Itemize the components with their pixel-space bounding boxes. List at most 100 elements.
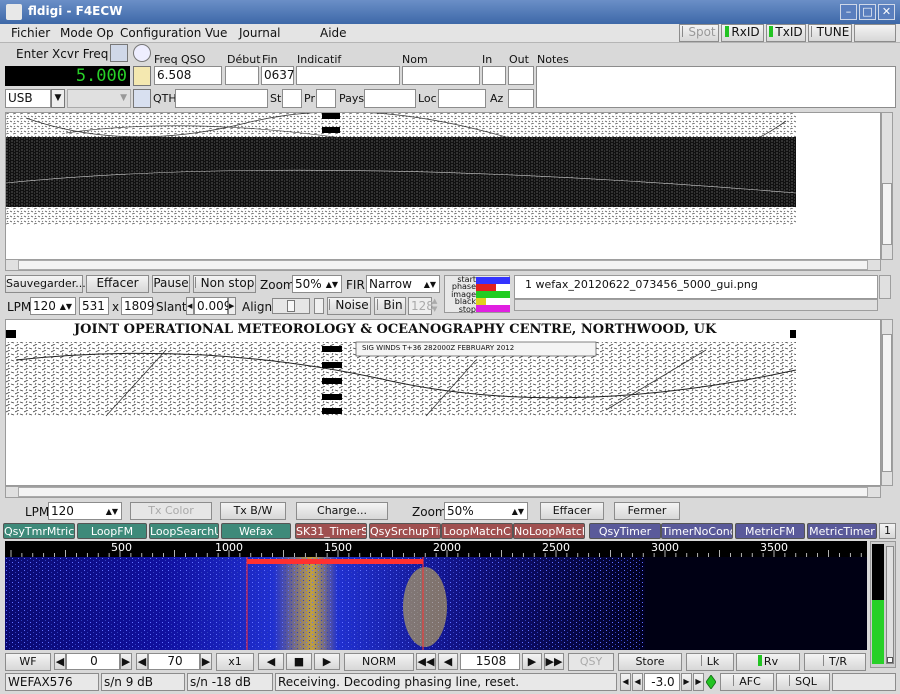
tune-toggle[interactable]: TUNE <box>808 24 852 42</box>
store-button[interactable]: Store <box>618 653 682 671</box>
range-decrease[interactable]: ◀ <box>136 653 148 670</box>
rst-out-field[interactable] <box>508 66 534 85</box>
spot-toggle[interactable]: Spot <box>679 24 719 42</box>
lock-toggle[interactable]: Lk <box>686 653 734 671</box>
status-mode[interactable]: WEFAX576 <box>5 673 99 691</box>
zoom-rate-button[interactable]: x1 <box>216 653 254 671</box>
save-button[interactable]: Sauvegarder... <box>5 275 86 293</box>
bin-threshold-field[interactable]: 128 <box>408 297 434 315</box>
start-field[interactable] <box>225 66 259 85</box>
tx-zoom-select[interactable]: 50% ▲▼ <box>444 502 528 520</box>
slant-increase[interactable]: ▶ <box>228 297 236 315</box>
macro-button-7[interactable]: LoopMatchC <box>441 523 513 539</box>
state-field[interactable] <box>282 89 302 108</box>
bandwidth-select[interactable]: ▼ <box>67 89 131 108</box>
wf-speed-button[interactable]: NORM <box>344 653 414 671</box>
broom-icon[interactable] <box>133 66 151 86</box>
call-field[interactable] <box>296 66 400 85</box>
menu-mode-op[interactable]: Mode Op <box>60 26 114 40</box>
rx-hscrollbar[interactable] <box>5 259 881 271</box>
name-field[interactable] <box>402 66 480 85</box>
mode-dropdown-arrow[interactable]: ▼ <box>51 89 65 108</box>
toolbar-blank-button[interactable] <box>854 24 896 42</box>
noise-toggle[interactable]: Noise <box>327 297 371 315</box>
wf-right-button[interactable]: ▶ <box>314 653 340 670</box>
slant-decrease[interactable]: ◀ <box>186 297 194 315</box>
menu-aide[interactable]: Aide <box>320 26 347 40</box>
offset-decrease[interactable]: ◀ <box>54 653 66 670</box>
macro-button-4[interactable]: Wefax <box>221 523 291 539</box>
macro-button-8[interactable]: NoLoopMatchC <box>513 523 585 539</box>
macro-button-6[interactable]: QsySrchupTim <box>369 523 441 539</box>
tx-bw-button[interactable]: Tx B/W <box>220 502 286 520</box>
qsy-button[interactable]: QSY <box>568 653 614 671</box>
waterfall-display[interactable] <box>5 557 867 650</box>
sq-fast-up[interactable]: ▶ <box>693 673 704 691</box>
squelch-slider[interactable] <box>886 546 894 664</box>
rxid-toggle[interactable]: RxID <box>721 24 764 42</box>
macro-button-12[interactable]: MetricTimer <box>807 523 877 539</box>
close-tx-button[interactable]: Fermer <box>614 502 680 520</box>
rst-in-field[interactable] <box>482 66 506 85</box>
freq-up[interactable]: ▶ <box>522 653 542 670</box>
qth-field[interactable] <box>175 89 268 108</box>
rx-vscrollbar[interactable] <box>881 112 893 260</box>
globe-icon[interactable] <box>133 44 151 62</box>
sq-fast-down[interactable]: ◀ <box>620 673 631 691</box>
file-list-scroll[interactable] <box>879 275 891 299</box>
bin-toggle[interactable]: Bin <box>374 297 406 315</box>
txid-toggle[interactable]: TxID <box>766 24 806 42</box>
tx-lpm-select[interactable]: 120 ▲▼ <box>48 502 122 520</box>
mode-select[interactable]: USB <box>5 89 51 108</box>
azimuth-field[interactable] <box>508 89 534 108</box>
tx-vscrollbar[interactable] <box>881 319 893 486</box>
macro-button-10[interactable]: TimerNoCondit <box>661 523 733 539</box>
pause-button[interactable]: Pause <box>152 275 190 293</box>
minimize-button[interactable]: – <box>840 4 857 20</box>
fir-select[interactable]: Narrow ▲▼ <box>366 275 440 293</box>
offset-field[interactable]: 0 <box>66 653 120 670</box>
range-increase[interactable]: ▶ <box>200 653 212 670</box>
afc-toggle[interactable]: AFC <box>720 673 774 691</box>
menu-journal[interactable]: Journal <box>239 26 281 40</box>
macro-button-3[interactable]: LoopSearchU <box>149 523 219 539</box>
log-icon[interactable] <box>133 89 151 108</box>
image-width-field[interactable]: 531 <box>79 297 109 315</box>
rx-file-name[interactable]: 1 wefax_20120622_073456_5000_gui.png <box>525 278 758 291</box>
bin-threshold-spinner[interactable]: ▲ ▼ <box>432 297 438 313</box>
rx-file-list[interactable]: 1 wefax_20120622_073456_5000_gui.png <box>514 275 878 299</box>
image-height-field[interactable]: 1809 <box>121 297 155 315</box>
freq-qso-field[interactable]: 6.508 <box>154 66 222 85</box>
carrier-freq-field[interactable]: 1508 <box>460 653 520 670</box>
nonstop-toggle[interactable]: Non stop <box>193 275 256 293</box>
tx-hscrollbar[interactable] <box>5 486 881 498</box>
sq-up[interactable]: ▶ <box>681 673 692 691</box>
zoom-select[interactable]: 50% ▲▼ <box>292 275 342 293</box>
end-field[interactable]: 0637 <box>261 66 295 85</box>
freq-fast-down[interactable]: ◀◀ <box>416 653 436 670</box>
macro-button-2[interactable]: LoopFM <box>77 523 147 539</box>
clear-rx-button[interactable]: Effacer <box>86 275 149 293</box>
reverse-toggle[interactable]: Rv <box>736 653 800 671</box>
wf-left-button[interactable]: ◀ <box>258 653 284 670</box>
maximize-button[interactable]: □ <box>859 4 876 20</box>
align-check[interactable] <box>314 298 324 314</box>
macro-button-11[interactable]: MetricFM <box>735 523 805 539</box>
close-button[interactable]: ✕ <box>878 4 895 20</box>
menu-fichier[interactable]: Fichier <box>11 26 51 40</box>
macro-page-button[interactable]: 1 <box>879 523 896 539</box>
menu-configuration[interactable]: Configuration <box>120 26 202 40</box>
tr-toggle[interactable]: T/R <box>804 653 866 671</box>
lpm-select[interactable]: 120 ▲▼ <box>30 297 76 315</box>
notes-field[interactable] <box>536 66 896 108</box>
freq-down[interactable]: ◀ <box>438 653 458 670</box>
sql-toggle[interactable]: SQL <box>776 673 830 691</box>
province-field[interactable] <box>316 89 336 108</box>
slant-field[interactable]: 0.009 <box>194 297 231 315</box>
wf-mode-button[interactable]: WF <box>5 653 51 671</box>
load-button[interactable]: Charge... <box>296 502 388 520</box>
country-field[interactable] <box>364 89 416 108</box>
sq-value-field[interactable]: -3.0 <box>644 673 680 691</box>
xcvr-freq-display[interactable]: 5.000 <box>5 66 130 86</box>
freq-fast-up[interactable]: ▶▶ <box>544 653 564 670</box>
